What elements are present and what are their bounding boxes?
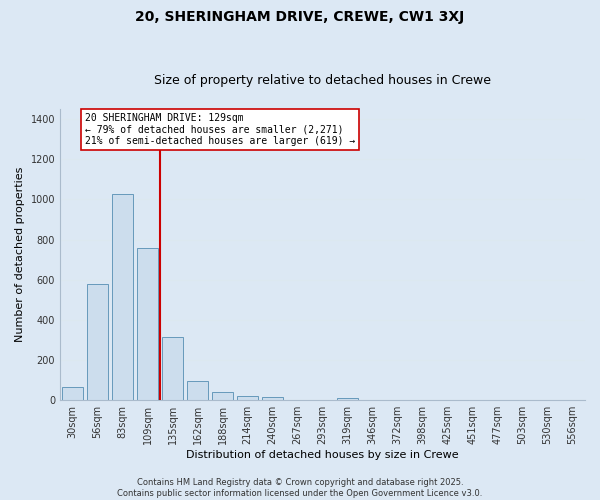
- Bar: [262, 398, 283, 400]
- Bar: [337, 398, 358, 400]
- Bar: [212, 392, 233, 400]
- Bar: [87, 284, 108, 400]
- Bar: [137, 248, 158, 400]
- Bar: [237, 396, 258, 400]
- X-axis label: Distribution of detached houses by size in Crewe: Distribution of detached houses by size …: [186, 450, 459, 460]
- Y-axis label: Number of detached properties: Number of detached properties: [15, 167, 25, 342]
- Bar: [112, 194, 133, 400]
- Bar: [162, 337, 183, 400]
- Text: 20 SHERINGHAM DRIVE: 129sqm
← 79% of detached houses are smaller (2,271)
21% of : 20 SHERINGHAM DRIVE: 129sqm ← 79% of det…: [85, 113, 355, 146]
- Bar: [62, 387, 83, 400]
- Bar: [187, 381, 208, 400]
- Title: Size of property relative to detached houses in Crewe: Size of property relative to detached ho…: [154, 74, 491, 87]
- Text: 20, SHERINGHAM DRIVE, CREWE, CW1 3XJ: 20, SHERINGHAM DRIVE, CREWE, CW1 3XJ: [136, 10, 464, 24]
- Text: Contains HM Land Registry data © Crown copyright and database right 2025.
Contai: Contains HM Land Registry data © Crown c…: [118, 478, 482, 498]
